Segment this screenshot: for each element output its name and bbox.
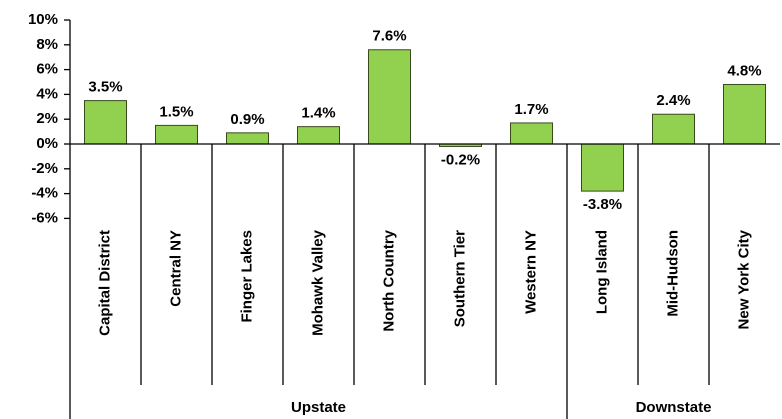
bar: [652, 113, 695, 145]
data-label: 1.4%: [301, 105, 335, 122]
y-tick-label: 10%: [28, 11, 58, 28]
bar: [510, 122, 553, 145]
bar: [368, 49, 411, 145]
y-tick-label: -4%: [31, 185, 58, 202]
category-label: Mohawk Valley: [309, 229, 326, 336]
data-label: 4.8%: [727, 62, 761, 79]
bar: [723, 83, 766, 145]
data-label: 3.5%: [88, 79, 122, 96]
data-label: 1.5%: [159, 103, 193, 120]
category-label: Southern Tier: [451, 230, 468, 327]
category-label: Finger Lakes: [238, 230, 255, 323]
y-tick-label: 6%: [36, 61, 58, 78]
data-label: 2.4%: [656, 92, 690, 109]
category-label: Central NY: [167, 230, 184, 307]
data-label: 7.6%: [372, 28, 406, 45]
data-label: -3.8%: [583, 196, 622, 213]
group-label: Downstate: [636, 399, 712, 416]
group-label: Upstate: [291, 399, 346, 416]
y-tick-label: 0%: [36, 135, 58, 152]
bar: [155, 124, 198, 145]
y-tick-label: -2%: [31, 160, 58, 177]
data-label: -0.2%: [441, 151, 480, 168]
category-label: New York City: [735, 229, 752, 329]
y-tick-label: 8%: [36, 36, 58, 53]
bar: [84, 100, 127, 145]
bar: [297, 126, 340, 145]
bar: [226, 132, 269, 145]
category-label: Western NY: [522, 230, 539, 314]
category-label: Long Island: [593, 230, 610, 314]
y-tick-label: 2%: [36, 110, 58, 127]
category-label: Capital District: [96, 230, 113, 336]
category-label: North Country: [380, 229, 397, 331]
data-label: 1.7%: [514, 101, 548, 118]
bar: [581, 143, 624, 192]
y-tick-label: 4%: [36, 85, 58, 102]
category-label: Mid-Hudson: [664, 230, 681, 317]
data-label: 0.9%: [230, 111, 264, 128]
y-tick-label: -6%: [31, 209, 58, 226]
